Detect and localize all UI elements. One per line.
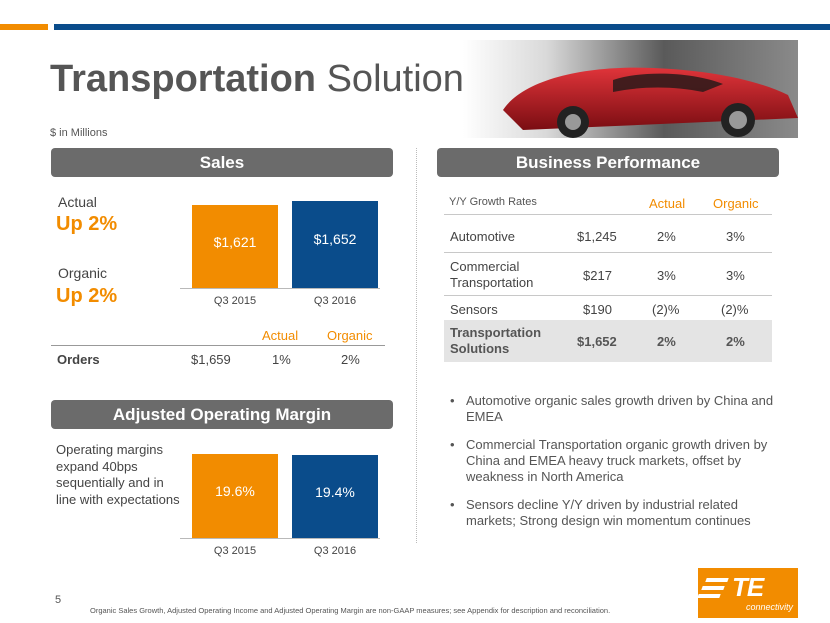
sales-bar-label: $1,652: [313, 231, 357, 247]
commentary-bullets: • Automotive organic sales growth driven …: [448, 393, 788, 541]
business-row-organic: 3%: [726, 268, 745, 283]
margin-bar-label: 19.4%: [315, 484, 355, 500]
bullet-item: • Sensors decline Y/Y driven by industria…: [450, 497, 751, 528]
margin-chart: 19.6% Q3 2015 19.4% Q3 2016: [180, 452, 380, 564]
units-note: $ in Millions: [50, 127, 108, 139]
business-header-divider: [444, 214, 772, 215]
sales-x-tick-label: Q3 2016: [313, 295, 357, 307]
page-number: 5: [55, 594, 62, 606]
logo-mark: TE: [732, 572, 764, 602]
sales-x-axis: [180, 288, 380, 289]
sales-x-tick-label: Q3 2015: [213, 295, 257, 307]
orders-value: $1,659: [191, 352, 231, 367]
orders-organic: 2%: [341, 352, 360, 367]
business-col-label: Y/Y Growth Rates: [449, 196, 537, 208]
margin-x-tick-label: Q3 2016: [313, 545, 357, 557]
bullet-item: • Commercial Transportation organic growt…: [450, 437, 768, 484]
orders-label: Orders: [57, 352, 100, 367]
business-total-row: [444, 320, 772, 362]
car-image: [463, 40, 798, 138]
sales-actual-label: Actual: [58, 194, 97, 210]
business-total-actual: 2%: [657, 334, 676, 349]
sales-header: Sales: [51, 148, 393, 177]
margin-x-tick-label: Q3 2015: [213, 545, 257, 557]
business-row-divider: [444, 252, 772, 253]
business-total-name: Transportation Solutions: [450, 325, 542, 356]
bullet-text: Sensors decline Y/Y driven by industrial…: [466, 497, 751, 528]
business-total-value: $1,652: [577, 334, 617, 349]
orders-divider: [51, 345, 385, 346]
orders-col-actual: Actual: [262, 328, 299, 343]
sales-chart: $1,621 Q3 2015 $1,652 Q3 2016: [180, 195, 380, 313]
sales-organic-value: Up 2%: [56, 285, 118, 307]
footnote: Organic Sales Growth, Adjusted Operating…: [90, 606, 611, 615]
business-total-organic: 2%: [726, 334, 745, 349]
business-col-organic: Organic: [713, 196, 759, 211]
business-row-divider: [444, 295, 772, 296]
sales-organic-label: Organic: [58, 265, 108, 281]
margin-header: Adjusted Operating Margin: [51, 400, 393, 429]
top-accent-bar-orange: [0, 24, 48, 30]
page-title-bold: Transportation: [50, 58, 317, 100]
logo-stripe: [701, 586, 725, 590]
business-col-actual: Actual: [649, 196, 686, 211]
business-row-value: $1,245: [577, 229, 617, 244]
sales-bar-1: [292, 201, 378, 288]
top-accent-bar-blue: [54, 24, 830, 30]
business-row-actual: (2)%: [652, 302, 680, 317]
bullet-text: Automotive organic sales growth driven b…: [466, 393, 774, 424]
margin-bar-label: 19.6%: [215, 483, 255, 499]
margin-bar-0: [192, 454, 278, 538]
sales-actual-value: Up 2%: [56, 213, 118, 235]
business-row-name: Automotive: [450, 229, 516, 244]
orders-actual: 1%: [272, 352, 291, 367]
logo-stripe: [705, 578, 729, 582]
business-row-value: $190: [583, 302, 612, 317]
orders-col-organic: Organic: [327, 328, 373, 343]
business-row-value: $217: [583, 268, 612, 283]
te-connectivity-logo: TE connectivity: [697, 568, 798, 618]
margin-description: Operating margins expand 40bps sequentia…: [56, 442, 180, 507]
business-row-name: Sensors: [450, 302, 498, 317]
business-row-organic: (2)%: [721, 302, 749, 317]
margin-bar-1: [292, 455, 378, 538]
logo-subtext: connectivity: [746, 602, 794, 612]
business-row-name: Commercial Transportation: [450, 259, 534, 290]
column-divider: [416, 148, 417, 543]
page-title-regular: Solutions: [316, 58, 483, 100]
business-row-organic: 3%: [726, 229, 745, 244]
sales-bar-0: [192, 205, 278, 288]
business-row-actual: 2%: [657, 229, 676, 244]
sales-bar-label: $1,621: [213, 234, 257, 250]
business-header: Business Performance: [437, 148, 779, 177]
bullet-item: • Automotive organic sales growth driven …: [450, 393, 774, 424]
logo-stripe: [697, 594, 721, 598]
business-row-actual: 3%: [657, 268, 676, 283]
margin-x-axis: [180, 538, 380, 539]
page-title: Transportation Solutions: [50, 58, 483, 101]
bullet-text: Commercial Transportation organic growth…: [466, 437, 768, 484]
